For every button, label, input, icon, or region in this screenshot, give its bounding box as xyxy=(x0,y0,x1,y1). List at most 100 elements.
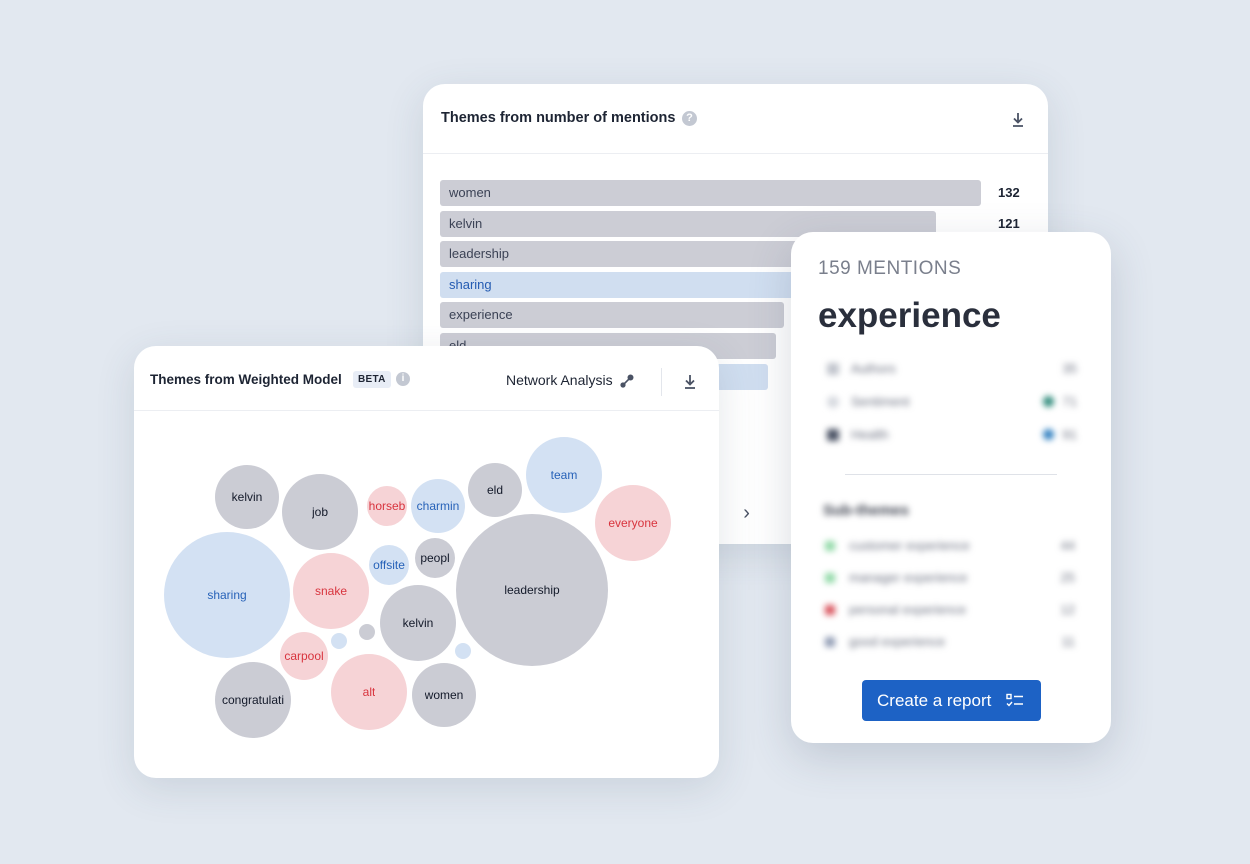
subtheme-dot xyxy=(825,541,835,551)
theme-title: experience xyxy=(818,296,1001,335)
stat-row-sentiment: Sentiment 71 xyxy=(827,394,1077,410)
bubble-chart: kelvin job horseb charmin eld team everyone sha… xyxy=(134,346,719,778)
bubble-label: snake xyxy=(314,584,348,598)
theme-detail-card: 159 MENTIONS experience Authors 35 Senti… xyxy=(791,232,1111,743)
stat-label: Health xyxy=(851,427,889,442)
bar-label: women xyxy=(449,185,491,200)
subtheme-dot xyxy=(825,573,835,583)
network-analysis-button[interactable]: Network Analysis xyxy=(506,372,613,388)
authors-icon xyxy=(827,363,839,375)
header-divider xyxy=(661,368,662,396)
bar-experience[interactable]: experience xyxy=(440,302,785,329)
weighted-model-header: Themes from Weighted Model BETA i Networ… xyxy=(134,346,719,411)
bubble-dot[interactable] xyxy=(359,624,375,640)
mentions-card-header: Themes from number of mentions ? xyxy=(423,84,1048,154)
bubble-team[interactable]: team xyxy=(526,437,602,513)
bubble-job[interactable]: job xyxy=(282,474,358,550)
download-icon[interactable] xyxy=(1011,112,1025,128)
bubble-label: leadership xyxy=(504,583,560,597)
bar-sharing[interactable]: sharing xyxy=(440,271,822,298)
bar-value: 132 xyxy=(998,185,1020,200)
stat-label: Authors xyxy=(851,361,896,376)
create-report-button[interactable]: Create a report xyxy=(862,680,1041,721)
bubble-women[interactable]: women xyxy=(412,663,476,727)
bubble-label: job xyxy=(311,505,328,519)
bubble-dot[interactable] xyxy=(455,643,471,659)
bubble-label: kelvin xyxy=(402,616,434,630)
bubble-label: everyone xyxy=(608,516,658,530)
bubble-label: offsite xyxy=(373,558,405,572)
subtheme-value: 25 xyxy=(1060,570,1075,585)
bubble-label: sharing xyxy=(207,588,247,602)
bubble-horseb[interactable]: horseb xyxy=(367,486,407,526)
bubble-leadership[interactable]: leadership xyxy=(456,514,608,666)
bubble-label: peopl xyxy=(420,551,450,565)
checklist-icon xyxy=(1006,693,1023,707)
bubble-label: charmin xyxy=(416,499,460,513)
sentiment-icon xyxy=(827,396,839,408)
bubble-kelvin[interactable]: kelvin xyxy=(380,585,456,661)
bubble-kelvin[interactable]: kelvin xyxy=(215,465,279,529)
stat-value: 71 xyxy=(1062,394,1077,409)
bubble-everyone[interactable]: everyone xyxy=(595,485,671,561)
stat-value: 91 xyxy=(1062,427,1077,442)
subtheme-dot xyxy=(825,605,835,615)
download-icon[interactable] xyxy=(683,374,697,390)
stat-label: Sentiment xyxy=(851,394,910,409)
beta-badge: BETA xyxy=(353,371,391,388)
stat-row-authors: Authors 35 xyxy=(827,361,1077,377)
bar-women[interactable]: women xyxy=(440,180,981,206)
stat-value: 35 xyxy=(1062,361,1077,376)
subtheme-label: good experience xyxy=(849,634,946,649)
bubble-label: alt xyxy=(362,685,376,699)
subtheme-value: 12 xyxy=(1060,602,1075,617)
bar-value: 121 xyxy=(998,215,1020,231)
bubble-eld[interactable]: eld xyxy=(468,463,522,517)
subtheme-value: 44 xyxy=(1060,538,1075,553)
info-circle-icon[interactable]: i xyxy=(396,372,410,386)
subtheme-row[interactable]: manager experience 25 xyxy=(825,570,1075,586)
detail-separator xyxy=(845,474,1057,475)
subtheme-value: 11 xyxy=(1061,634,1076,649)
bubble-alt[interactable]: alt xyxy=(331,654,407,730)
weighted-model-title: Themes from Weighted Model xyxy=(150,372,342,387)
bubble-label: horseb xyxy=(368,499,406,513)
health-dot xyxy=(1043,429,1054,440)
subtheme-row[interactable]: personal experience 12 xyxy=(825,602,1075,618)
bubble-dot[interactable] xyxy=(331,633,347,649)
bubble-label: kelvin xyxy=(231,490,263,504)
create-report-label: Create a report xyxy=(877,690,992,710)
health-icon xyxy=(827,429,839,441)
stat-row-health: Health 91 xyxy=(827,427,1077,443)
bubble-label: carpool xyxy=(284,649,324,663)
subtheme-label: personal experience xyxy=(849,602,967,617)
network-icon[interactable] xyxy=(620,374,634,388)
pager-next-button[interactable]: › xyxy=(743,502,750,524)
bubble-charmin[interactable]: charmin xyxy=(411,479,465,533)
bubble-congratulati[interactable]: congratulati xyxy=(215,662,291,738)
subthemes-title: Sub-themes xyxy=(823,502,909,519)
bar-label: leadership xyxy=(449,246,509,262)
bubble-carpool[interactable]: carpool xyxy=(280,632,328,680)
subtheme-row[interactable]: good experience 11 xyxy=(825,634,1075,650)
bar-label: kelvin xyxy=(449,215,483,231)
bubble-label: congratulati xyxy=(221,693,285,707)
weighted-model-card: Themes from Weighted Model BETA i Networ… xyxy=(134,346,719,778)
mentions-bar-chart: women 132 kelvin 121 leadership sharing experi… xyxy=(440,180,1040,390)
bubble-offsite[interactable]: offsite xyxy=(369,545,409,585)
bubble-label: women xyxy=(424,688,464,702)
subtheme-dot xyxy=(825,637,835,647)
sentiment-dot xyxy=(1043,396,1054,407)
subtheme-row[interactable]: customer experience 44 xyxy=(825,538,1075,554)
bubble-label: team xyxy=(550,468,578,482)
subtheme-label: manager experience xyxy=(849,570,968,585)
mentions-count: 159 MENTIONS xyxy=(818,258,962,279)
question-circle-icon[interactable]: ? xyxy=(682,111,697,126)
bubble-label: eld xyxy=(486,483,503,497)
bubble-snake[interactable]: snake xyxy=(293,553,369,629)
bubble-peopl[interactable]: peopl xyxy=(415,538,455,578)
subtheme-label: customer experience xyxy=(849,538,970,553)
mentions-card-title: Themes from number of mentions xyxy=(441,110,676,126)
bubble-sharing[interactable]: sharing xyxy=(164,532,290,658)
bar-label: sharing xyxy=(449,276,492,292)
